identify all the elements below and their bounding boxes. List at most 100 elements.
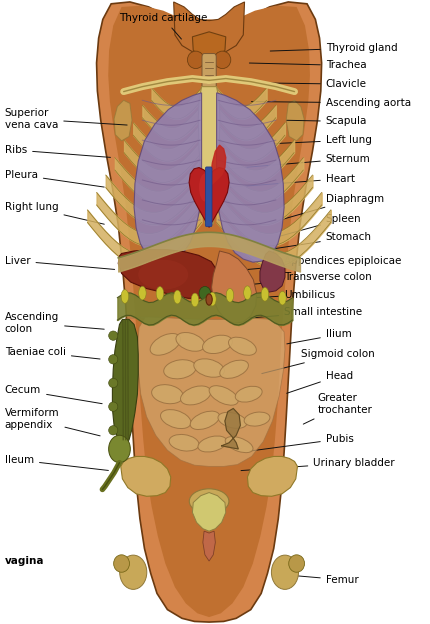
Text: Ribs: Ribs <box>5 145 111 157</box>
Text: Trachea: Trachea <box>249 61 366 71</box>
Ellipse shape <box>109 331 118 340</box>
Ellipse shape <box>279 291 286 305</box>
Ellipse shape <box>120 555 147 590</box>
Polygon shape <box>118 250 217 298</box>
Polygon shape <box>192 492 226 531</box>
Ellipse shape <box>150 333 181 355</box>
Polygon shape <box>125 317 285 466</box>
Ellipse shape <box>271 555 298 590</box>
Polygon shape <box>260 251 285 292</box>
Text: Transverse colon: Transverse colon <box>245 272 372 285</box>
Ellipse shape <box>209 292 216 306</box>
Ellipse shape <box>226 288 233 302</box>
Ellipse shape <box>138 286 146 300</box>
Text: Ascending
colon: Ascending colon <box>5 313 104 334</box>
Ellipse shape <box>261 288 269 301</box>
Polygon shape <box>174 2 245 57</box>
Text: Spleen: Spleen <box>279 213 362 236</box>
Ellipse shape <box>174 290 181 304</box>
Ellipse shape <box>138 260 188 290</box>
Ellipse shape <box>121 290 129 303</box>
Ellipse shape <box>190 411 220 429</box>
Ellipse shape <box>218 412 247 428</box>
Text: Cecum: Cecum <box>5 386 102 404</box>
Ellipse shape <box>160 409 191 429</box>
Ellipse shape <box>225 437 253 452</box>
Ellipse shape <box>235 386 262 402</box>
Ellipse shape <box>203 335 232 354</box>
Text: vagina: vagina <box>5 556 44 566</box>
Text: Pubis: Pubis <box>249 434 353 451</box>
Text: Right lung: Right lung <box>5 202 104 224</box>
Ellipse shape <box>194 359 224 378</box>
Ellipse shape <box>156 286 164 300</box>
Text: Sigmoid colon: Sigmoid colon <box>262 349 375 374</box>
Text: Head: Head <box>287 371 353 393</box>
Ellipse shape <box>164 360 196 379</box>
Polygon shape <box>97 2 322 622</box>
Text: Ileum: Ileum <box>5 455 108 470</box>
Polygon shape <box>286 100 304 141</box>
Ellipse shape <box>114 555 129 572</box>
Polygon shape <box>247 456 298 496</box>
Ellipse shape <box>198 436 227 452</box>
Ellipse shape <box>289 555 304 572</box>
Ellipse shape <box>181 386 211 405</box>
Ellipse shape <box>220 360 249 378</box>
Ellipse shape <box>109 436 130 462</box>
Ellipse shape <box>244 286 251 300</box>
Ellipse shape <box>109 402 118 411</box>
Text: Vermiform
appendix: Vermiform appendix <box>5 408 100 436</box>
Polygon shape <box>121 456 171 496</box>
Polygon shape <box>114 100 132 141</box>
Polygon shape <box>221 409 240 449</box>
Polygon shape <box>212 251 257 323</box>
Ellipse shape <box>187 51 204 69</box>
Text: Taeniae coli: Taeniae coli <box>5 347 100 359</box>
Ellipse shape <box>199 286 211 300</box>
Text: Sternum: Sternum <box>230 154 371 168</box>
Text: Urinary bladder: Urinary bladder <box>241 457 395 470</box>
Text: Greater
trochanter: Greater trochanter <box>303 393 372 424</box>
Ellipse shape <box>206 294 212 305</box>
Text: Left lung: Left lung <box>270 135 372 145</box>
Polygon shape <box>198 87 220 226</box>
Polygon shape <box>189 168 229 227</box>
Polygon shape <box>209 145 226 187</box>
Ellipse shape <box>109 354 118 364</box>
Ellipse shape <box>199 173 211 202</box>
Text: Femur: Femur <box>287 575 359 585</box>
Polygon shape <box>112 319 138 446</box>
Ellipse shape <box>169 434 199 451</box>
FancyBboxPatch shape <box>206 167 212 227</box>
FancyBboxPatch shape <box>202 54 216 104</box>
Ellipse shape <box>191 293 199 307</box>
Text: Thyroid cartilage: Thyroid cartilage <box>119 13 207 39</box>
Polygon shape <box>108 6 310 617</box>
Ellipse shape <box>214 51 231 69</box>
Text: Heart: Heart <box>230 173 355 187</box>
Ellipse shape <box>189 489 229 514</box>
Text: Stomach: Stomach <box>270 232 372 250</box>
Text: Superior
vena cava: Superior vena cava <box>5 108 127 130</box>
Text: Thyroid gland: Thyroid gland <box>270 43 397 53</box>
Text: Liver: Liver <box>5 256 115 270</box>
Polygon shape <box>192 32 226 57</box>
Text: Appendices epiploicae: Appendices epiploicae <box>241 256 402 270</box>
Text: Umbilicus: Umbilicus <box>224 290 335 300</box>
Ellipse shape <box>228 337 256 355</box>
Ellipse shape <box>209 386 238 405</box>
Text: Small intestine: Small intestine <box>249 307 362 318</box>
Ellipse shape <box>109 426 118 435</box>
Polygon shape <box>134 93 202 262</box>
Text: Clavicle: Clavicle <box>262 79 367 89</box>
Polygon shape <box>217 93 284 262</box>
Polygon shape <box>203 531 215 561</box>
Text: Pleura: Pleura <box>5 170 104 187</box>
Ellipse shape <box>176 333 205 351</box>
Ellipse shape <box>244 412 270 426</box>
Text: Diaphragm: Diaphragm <box>270 193 384 223</box>
Text: Ascending aorta: Ascending aorta <box>252 98 411 108</box>
Ellipse shape <box>109 378 118 388</box>
Text: Ilium: Ilium <box>287 329 352 344</box>
